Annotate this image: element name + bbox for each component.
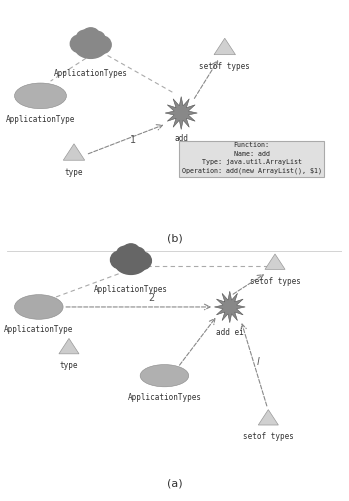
Text: Function:
Name: add
Type: java.util.ArrayList
Operation: add(new ArrayList(), $1: Function: Name: add Type: java.util.Arra… [181, 142, 321, 174]
Text: type: type [65, 168, 83, 176]
Polygon shape [258, 410, 279, 425]
Ellipse shape [15, 83, 66, 109]
Ellipse shape [111, 251, 129, 269]
Text: (a): (a) [167, 478, 182, 488]
Ellipse shape [123, 244, 139, 256]
Polygon shape [265, 254, 285, 270]
Text: 2: 2 [148, 293, 154, 303]
Text: add ei: add ei [216, 328, 244, 337]
Polygon shape [63, 144, 85, 160]
Text: (b): (b) [166, 233, 183, 243]
Polygon shape [59, 339, 79, 354]
Text: setof types: setof types [199, 62, 250, 71]
Text: 1: 1 [129, 135, 136, 145]
Ellipse shape [15, 295, 63, 319]
Text: ApplicationType: ApplicationType [6, 115, 75, 124]
Text: add: add [174, 134, 188, 143]
Text: ApplicationType: ApplicationType [4, 325, 74, 334]
Ellipse shape [117, 246, 134, 260]
Ellipse shape [128, 247, 145, 261]
Text: type: type [60, 361, 78, 370]
Polygon shape [214, 291, 245, 323]
Ellipse shape [133, 252, 151, 270]
Text: ApplicationTypes: ApplicationTypes [127, 393, 201, 402]
Ellipse shape [115, 251, 147, 275]
Polygon shape [214, 38, 236, 55]
Ellipse shape [87, 31, 105, 45]
Text: setof types: setof types [250, 277, 300, 286]
Text: l: l [257, 357, 260, 367]
Polygon shape [165, 97, 197, 129]
Text: ApplicationTypes: ApplicationTypes [54, 69, 128, 78]
Ellipse shape [92, 36, 111, 54]
Text: setof types: setof types [243, 432, 294, 441]
Ellipse shape [140, 365, 189, 387]
Ellipse shape [75, 35, 107, 59]
Ellipse shape [70, 35, 89, 53]
Ellipse shape [83, 28, 99, 40]
Text: ApplicationTypes: ApplicationTypes [94, 285, 168, 294]
Ellipse shape [77, 30, 94, 44]
